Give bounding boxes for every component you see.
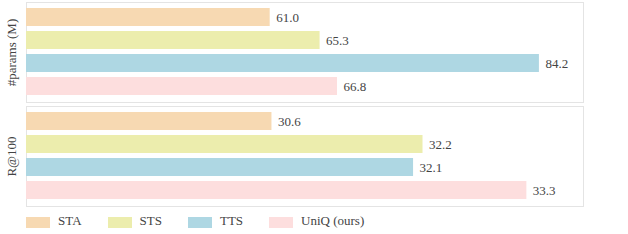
html-text:STS: STS [139, 213, 162, 228]
svg-text:61.0: 61.0 [276, 10, 299, 25]
html-text:TTS: TTS [219, 213, 244, 228]
svg-text:32.1: 32.1 [420, 160, 443, 175]
svg-text:R@100: R@100 [4, 136, 19, 176]
html-text:STA: STA [58, 213, 82, 228]
svg-text:32.2: 32.2 [429, 137, 452, 152]
svg-text:33.3: 33.3 [533, 183, 556, 198]
svg-text:#params (M): #params (M) [4, 19, 19, 87]
svg-text:30.6: 30.6 [278, 114, 301, 129]
html-text:UniQ (ours): UniQ (ours) [301, 213, 365, 228]
svg-text:66.8: 66.8 [343, 79, 366, 94]
svg-text:65.3: 65.3 [326, 33, 349, 48]
svg-text:84.2: 84.2 [545, 56, 568, 71]
